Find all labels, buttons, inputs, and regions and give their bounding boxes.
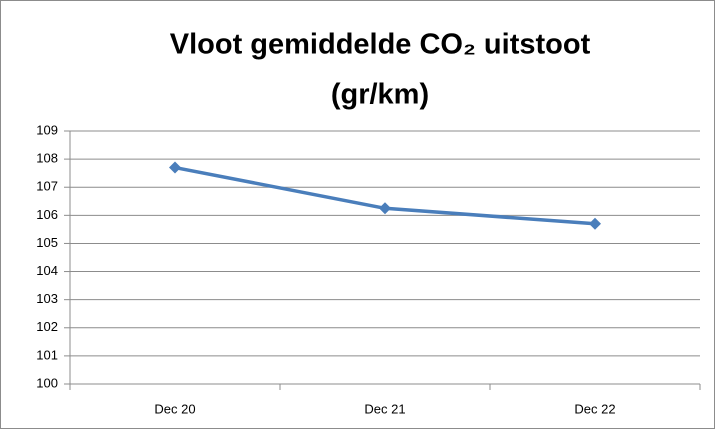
x-tick-label: Dec 21 [364, 401, 405, 416]
y-tick-label: 100 [36, 375, 58, 390]
y-tick-label: 105 [36, 235, 58, 250]
x-tick-label: Dec 20 [154, 401, 195, 416]
y-tick-label: 108 [36, 151, 58, 166]
y-tick-label: 109 [36, 122, 58, 137]
marker [589, 217, 601, 230]
y-tick-label: 101 [36, 347, 58, 362]
marker [379, 202, 391, 215]
marker [169, 161, 181, 174]
y-tick-label: 103 [36, 291, 58, 306]
y-tick-label: 106 [36, 207, 58, 222]
chart-title: (gr/km) [331, 79, 429, 111]
y-tick-label: 102 [36, 319, 58, 334]
x-tick-label: Dec 22 [574, 401, 615, 416]
y-tick-label: 104 [36, 263, 58, 278]
chart-title: Vloot gemiddelde CO₂ uitstoot [170, 29, 591, 61]
y-tick-label: 107 [36, 179, 58, 194]
